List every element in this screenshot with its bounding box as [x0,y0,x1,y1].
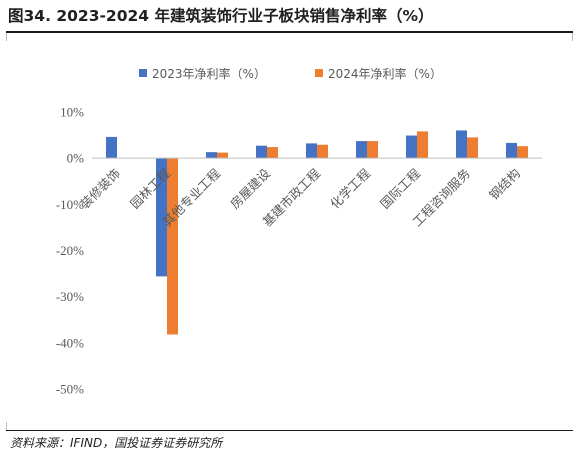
title-divider [6,31,573,33]
bar-series-group [106,130,528,335]
bar-2024-8 [467,137,478,159]
legend-swatch [315,69,323,77]
bar-2024-9 [517,146,528,159]
corner-tick-top-right [572,33,573,41]
y-tick-label: -40% [56,335,84,350]
bar-2024-7 [417,131,428,159]
bar-2023-3 [206,152,217,159]
bar-2023-6 [356,141,367,159]
bar-2024-2 [167,158,178,335]
source-divider [6,430,573,431]
chart-legend: 2023年净利率（%） 2024年净利率（%） [139,66,442,81]
y-tick-label: -50% [56,382,84,397]
legend-label: 2024年净利率（%） [328,66,442,81]
x-tick-label: 国际工程 [377,165,423,211]
y-tick-label: -30% [56,289,84,304]
bar-2024-3 [217,152,228,159]
bar-2023-8 [456,130,467,159]
bar-2023-2 [156,158,167,277]
bar-2023-4 [256,145,267,159]
legend-label: 2023年净利率（%） [152,66,266,81]
figure-title: 图34. 2023-2024 年建筑装饰行业子板块销售净利率（%） [8,7,434,25]
bar-2023-5 [306,143,317,159]
y-tick-label: -10% [56,197,84,212]
y-tick-label: 0% [67,151,85,166]
bar-2023-7 [406,135,417,159]
bar-2023-1 [106,136,117,159]
bar-2024-4 [267,147,278,159]
source-note: 资料来源：IFIND，国投证券证券研究所 [10,436,223,450]
x-tick-label: 装修装饰 [77,166,123,212]
corner-tick-bottom-left [6,422,7,430]
bar-2023-9 [506,142,517,159]
corner-tick-top-left [6,33,7,41]
bar-2024-6 [367,141,378,159]
legend-swatch [139,69,147,77]
y-tick-label: -20% [56,243,84,258]
bar-2024-5 [317,144,328,159]
y-axis: 10% 0% -10% -20% -30% -40% -50% [56,105,84,397]
x-tick-label: 化学工程 [327,165,373,211]
y-tick-label: 10% [60,105,84,120]
x-tick-label: 房屋建设 [227,165,273,211]
x-tick-label: 钢结构 [486,166,523,203]
